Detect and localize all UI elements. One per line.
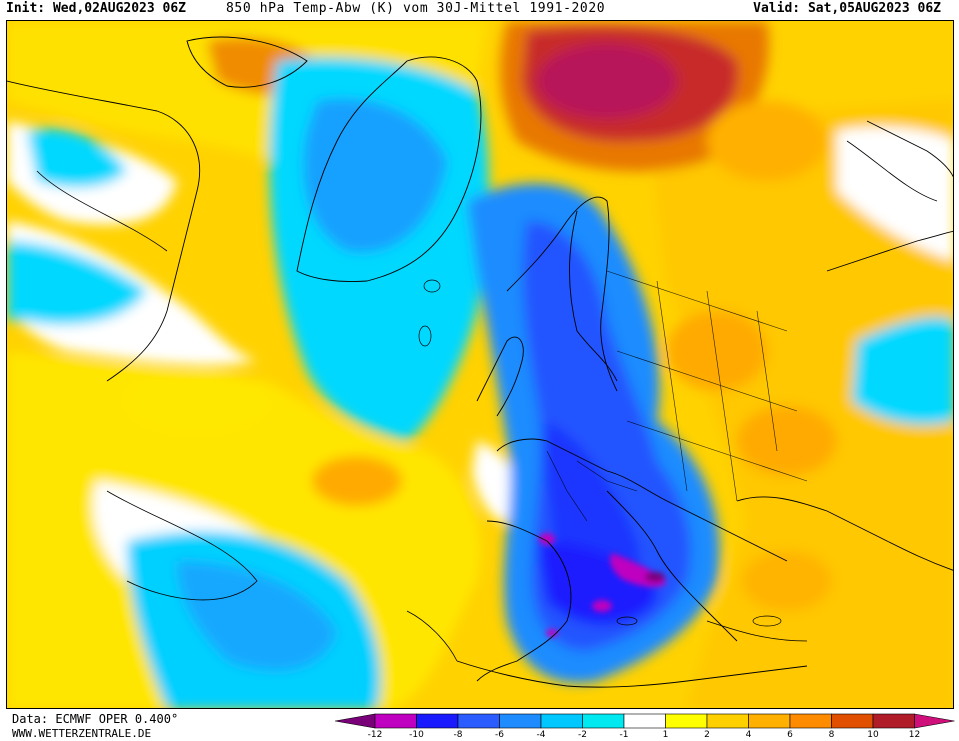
legend-tick-label: -1 <box>619 730 629 740</box>
map-title: 850 hPa Temp-Abw (K) vom 30J-Mittel 1991… <box>226 1 606 16</box>
legend-tick-label: 4 <box>745 730 752 740</box>
website-label: WWW.WETTERZENTRALE.DE <box>12 727 152 740</box>
legend-tick-label: 2 <box>704 730 710 740</box>
legend-tick-label: -4 <box>536 730 546 740</box>
legend-tick-label: 12 <box>908 730 921 740</box>
valid-time-label: Valid: Sat,05AUG2023 06Z <box>753 1 941 16</box>
map-canvas <box>7 21 953 708</box>
country-borders <box>546 270 808 522</box>
contour-lines <box>36 140 938 662</box>
legend-swatch <box>706 713 749 729</box>
legend-swatch <box>665 713 708 729</box>
legend-swatch <box>374 713 417 729</box>
map-header: Init: Wed,02AUG2023 06Z 850 hPa Temp-Abw… <box>0 0 959 20</box>
legend-swatch <box>334 713 376 729</box>
init-time-label: Init: Wed,02AUG2023 06Z <box>6 1 187 16</box>
legend-tick-label: -8 <box>453 730 463 740</box>
north-america-coast <box>7 80 201 382</box>
legend-tick-label: 8 <box>828 730 835 740</box>
extreme-cold-patches <box>539 533 667 637</box>
legend-swatch <box>499 713 542 729</box>
legend-tick-label: 6 <box>787 730 793 740</box>
legend-tick-label: -6 <box>495 730 504 740</box>
legend-tick-label: -2 <box>578 730 587 740</box>
legend-swatch <box>831 713 874 729</box>
legend-swatch <box>416 713 459 729</box>
islands <box>418 279 782 627</box>
coastlines <box>7 36 953 688</box>
greenland-coast <box>296 56 482 282</box>
legend-tick-label: -12 <box>367 730 383 740</box>
legend-swatch <box>914 713 955 729</box>
legend-swatch <box>582 713 625 729</box>
legend-swatch <box>789 713 832 729</box>
legend-swatch <box>457 713 500 729</box>
temperature-anomaly-map <box>6 20 954 709</box>
color-legend: -12 -10 -8 -6 -4 -2 -1 1 2 4 6 8 10 12 <box>334 712 955 740</box>
legend-tick-label: 1 <box>662 730 669 740</box>
legend-swatch <box>872 713 915 729</box>
legend-swatch <box>623 713 666 729</box>
legend-tick-label: -10 <box>409 730 424 740</box>
legend-swatch <box>540 713 583 729</box>
legend-tick-label: 10 <box>867 730 879 740</box>
data-source-label: Data: ECMWF OPER 0.400° <box>12 712 179 726</box>
legend-swatch <box>748 713 791 729</box>
legend-colorbar <box>334 713 955 729</box>
